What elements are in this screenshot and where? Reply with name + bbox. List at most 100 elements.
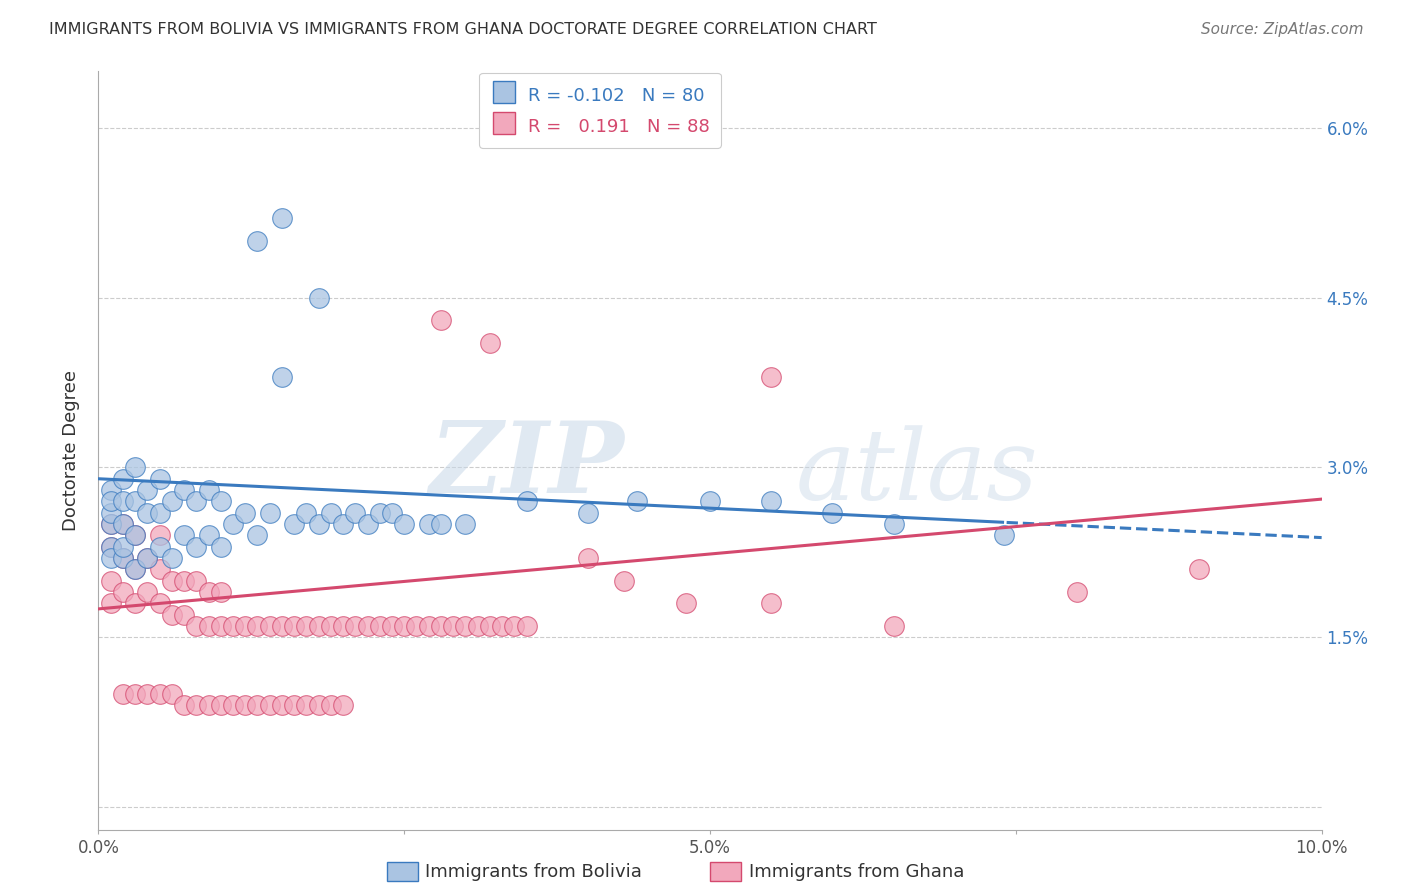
- Point: [100, 516, 122, 531]
- Point: [233, 506, 256, 520]
- Point: [160, 494, 183, 508]
- Point: [405, 619, 427, 633]
- Point: [124, 562, 146, 576]
- Point: [160, 607, 183, 622]
- Point: [319, 698, 342, 712]
- Point: [160, 574, 183, 588]
- Legend: R = -0.102   N = 80, R =   0.191   N = 88: R = -0.102 N = 80, R = 0.191 N = 88: [479, 73, 721, 147]
- Point: [283, 619, 305, 633]
- Point: [418, 619, 440, 633]
- Point: [441, 619, 464, 633]
- Point: [186, 574, 208, 588]
- Point: [111, 516, 134, 531]
- Point: [186, 619, 208, 633]
- Point: [111, 551, 134, 566]
- Text: IMMIGRANTS FROM BOLIVIA VS IMMIGRANTS FROM GHANA DOCTORATE DEGREE CORRELATION CH: IMMIGRANTS FROM BOLIVIA VS IMMIGRANTS FR…: [49, 22, 877, 37]
- Point: [516, 619, 538, 633]
- Point: [124, 528, 146, 542]
- Point: [186, 540, 208, 554]
- Point: [111, 472, 134, 486]
- Point: [344, 619, 367, 633]
- Point: [576, 506, 599, 520]
- Point: [344, 506, 367, 520]
- Point: [100, 596, 122, 610]
- Point: [209, 494, 232, 508]
- Point: [197, 585, 219, 599]
- Point: [246, 619, 269, 633]
- Point: [100, 574, 122, 588]
- Point: [478, 335, 501, 350]
- Point: [136, 483, 159, 497]
- Point: [368, 506, 391, 520]
- Point: [319, 506, 342, 520]
- Point: [149, 540, 172, 554]
- Point: [111, 551, 134, 566]
- Point: [430, 313, 453, 327]
- Point: [283, 516, 305, 531]
- Point: [478, 619, 501, 633]
- Point: [124, 562, 146, 576]
- Point: [883, 619, 905, 633]
- Text: atlas: atlas: [796, 425, 1039, 521]
- Point: [759, 370, 782, 384]
- Text: ZIP: ZIP: [429, 417, 624, 514]
- Point: [308, 619, 330, 633]
- Point: [308, 698, 330, 712]
- Point: [124, 528, 146, 542]
- Point: [270, 211, 292, 226]
- Point: [759, 494, 782, 508]
- Point: [173, 607, 195, 622]
- Point: [197, 528, 219, 542]
- Point: [173, 483, 195, 497]
- Point: [233, 698, 256, 712]
- Point: [124, 494, 146, 508]
- Point: [454, 516, 477, 531]
- Point: [111, 687, 134, 701]
- Point: [332, 619, 354, 633]
- Point: [576, 551, 599, 566]
- Point: [675, 596, 697, 610]
- Point: [124, 460, 146, 475]
- Point: [100, 494, 122, 508]
- Point: [136, 506, 159, 520]
- Point: [491, 619, 513, 633]
- Point: [418, 516, 440, 531]
- Point: [111, 516, 134, 531]
- Point: [160, 551, 183, 566]
- Text: Immigrants from Bolivia: Immigrants from Bolivia: [425, 863, 641, 881]
- Point: [613, 574, 636, 588]
- Point: [392, 619, 416, 633]
- Point: [308, 291, 330, 305]
- Y-axis label: Doctorate Degree: Doctorate Degree: [62, 370, 80, 531]
- Point: [136, 585, 159, 599]
- Point: [270, 619, 292, 633]
- Point: [308, 516, 330, 531]
- Point: [430, 516, 453, 531]
- Point: [283, 698, 305, 712]
- Point: [392, 516, 416, 531]
- Point: [503, 619, 526, 633]
- Point: [100, 540, 122, 554]
- Point: [759, 596, 782, 610]
- Point: [356, 619, 378, 633]
- Point: [259, 619, 281, 633]
- Point: [368, 619, 391, 633]
- Point: [516, 494, 538, 508]
- Point: [381, 506, 404, 520]
- Point: [295, 506, 318, 520]
- Point: [173, 698, 195, 712]
- Point: [430, 619, 453, 633]
- Point: [136, 551, 159, 566]
- Point: [209, 540, 232, 554]
- Text: Source: ZipAtlas.com: Source: ZipAtlas.com: [1201, 22, 1364, 37]
- Point: [173, 528, 195, 542]
- Point: [136, 551, 159, 566]
- Point: [149, 506, 172, 520]
- Point: [467, 619, 489, 633]
- Point: [209, 619, 232, 633]
- Point: [197, 483, 219, 497]
- Point: [173, 574, 195, 588]
- Point: [149, 596, 172, 610]
- Point: [222, 619, 245, 633]
- Point: [332, 516, 354, 531]
